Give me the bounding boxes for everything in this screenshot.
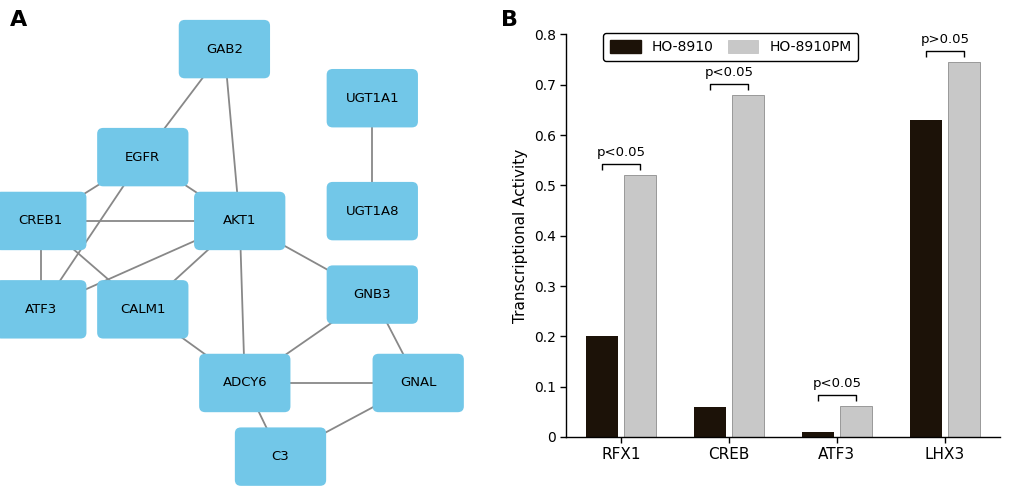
Text: p<0.05: p<0.05 xyxy=(704,66,753,79)
Text: CALM1: CALM1 xyxy=(120,303,165,316)
Bar xyxy=(839,406,871,437)
Text: CREB1: CREB1 xyxy=(18,215,63,227)
Bar xyxy=(801,432,834,437)
FancyBboxPatch shape xyxy=(326,265,418,324)
Bar xyxy=(947,62,979,437)
Text: A: A xyxy=(10,10,28,30)
Text: EGFR: EGFR xyxy=(125,151,160,164)
FancyBboxPatch shape xyxy=(0,280,87,339)
FancyBboxPatch shape xyxy=(234,427,326,486)
Text: AKT1: AKT1 xyxy=(223,215,256,227)
FancyBboxPatch shape xyxy=(0,192,87,250)
Bar xyxy=(909,120,942,437)
Bar xyxy=(693,407,726,437)
Text: C3: C3 xyxy=(271,450,289,463)
Bar xyxy=(731,95,763,437)
Text: ATF3: ATF3 xyxy=(24,303,57,316)
Text: UGT1A8: UGT1A8 xyxy=(345,205,398,218)
Text: UGT1A1: UGT1A1 xyxy=(345,92,398,105)
Legend: HO-8910, HO-8910PM: HO-8910, HO-8910PM xyxy=(602,33,858,61)
FancyBboxPatch shape xyxy=(97,128,189,187)
Bar xyxy=(585,336,618,437)
Text: p<0.05: p<0.05 xyxy=(811,377,860,390)
Y-axis label: Transcriptional Activity: Transcriptional Activity xyxy=(513,149,528,323)
Text: ADCY6: ADCY6 xyxy=(222,377,267,389)
Text: GNB3: GNB3 xyxy=(354,288,390,301)
FancyBboxPatch shape xyxy=(194,192,285,250)
Text: GNAL: GNAL xyxy=(399,377,436,389)
Text: GAB2: GAB2 xyxy=(206,43,243,55)
Bar xyxy=(623,175,655,437)
FancyBboxPatch shape xyxy=(372,354,464,412)
FancyBboxPatch shape xyxy=(97,280,189,339)
FancyBboxPatch shape xyxy=(199,354,290,412)
FancyBboxPatch shape xyxy=(326,69,418,128)
Text: p>0.05: p>0.05 xyxy=(919,33,968,46)
FancyBboxPatch shape xyxy=(326,182,418,241)
Text: B: B xyxy=(500,10,518,30)
Text: p<0.05: p<0.05 xyxy=(596,146,645,159)
FancyBboxPatch shape xyxy=(178,20,270,79)
